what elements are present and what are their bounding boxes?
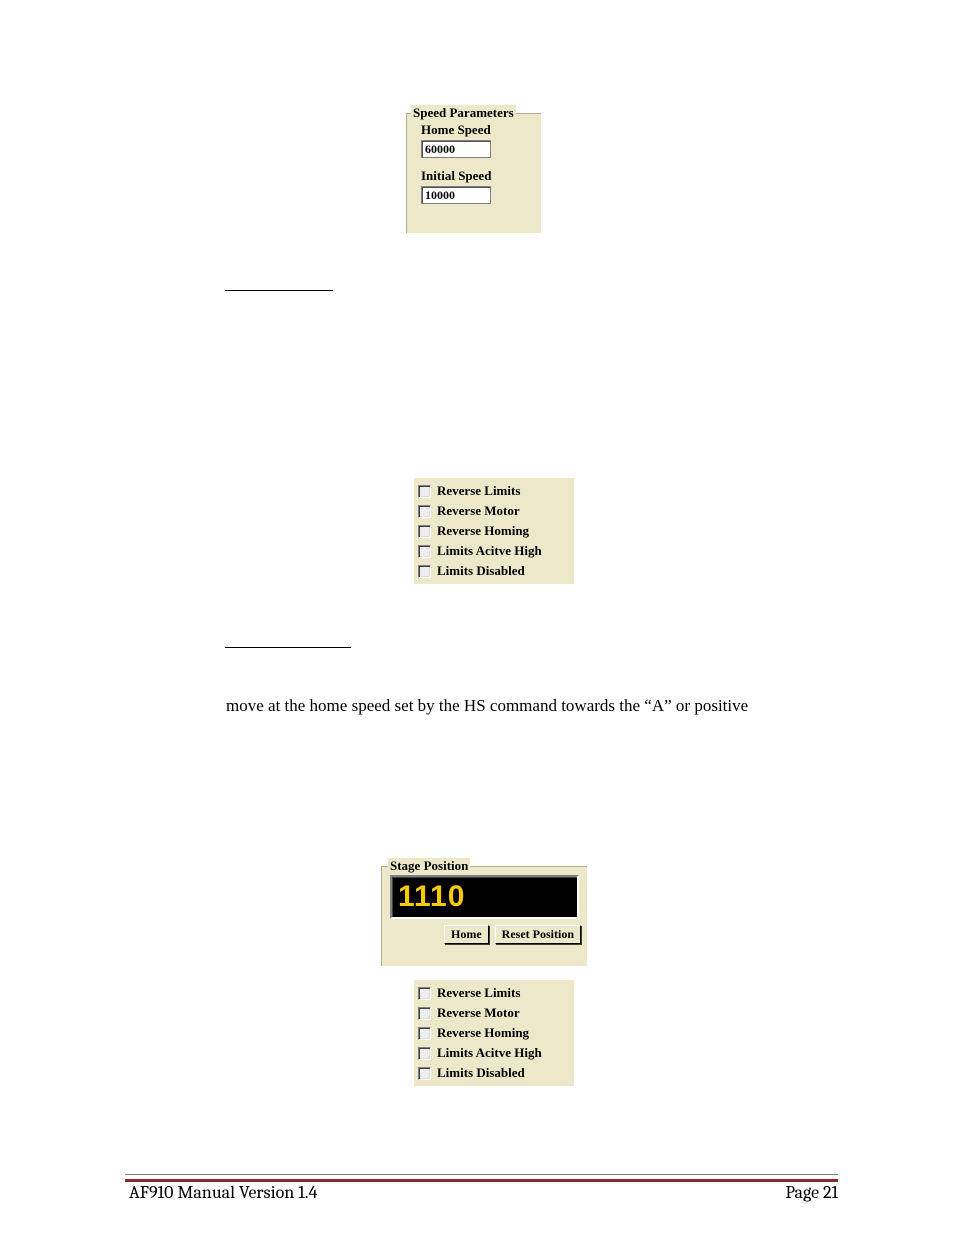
reverse-homing-checkbox-2-label: Reverse Homing bbox=[437, 1025, 529, 1041]
reset-position-button[interactable]: Reset Position bbox=[495, 925, 581, 944]
reverse-homing-checkbox-row: Reverse Homing bbox=[418, 521, 568, 541]
page-footer: AF910 Manual Version 1.4 Page 21 bbox=[129, 1182, 838, 1203]
limits-disabled-checkbox-label: Limits Disabled bbox=[437, 563, 525, 579]
limits-disabled-checkbox-2-row: Limits Disabled bbox=[418, 1063, 568, 1083]
reverse-limits-checkbox-label: Reverse Limits bbox=[437, 483, 520, 499]
motor-options-panel-2: Reverse Limits Reverse Motor Reverse Homin… bbox=[414, 980, 574, 1086]
limits-disabled-checkbox[interactable] bbox=[418, 565, 431, 578]
limits-active-high-checkbox-2[interactable] bbox=[418, 1047, 431, 1060]
stage-position-buttons: Home Reset Position bbox=[382, 923, 587, 950]
page: Speed Parameters Home Speed Initial Speed… bbox=[0, 0, 954, 1235]
body-text-line: move at the home speed set by the HS com… bbox=[226, 696, 748, 716]
home-speed-input[interactable] bbox=[421, 140, 491, 158]
limits-active-high-checkbox-2-row: Limits Acitve High bbox=[418, 1043, 568, 1063]
home-button[interactable]: Home bbox=[444, 925, 489, 944]
stage-position-legend: Stage Position bbox=[388, 858, 470, 874]
footer-right: Page 21 bbox=[785, 1182, 838, 1203]
reverse-homing-checkbox-2-row: Reverse Homing bbox=[418, 1023, 568, 1043]
reverse-motor-checkbox-2-row: Reverse Motor bbox=[418, 1003, 568, 1023]
limits-disabled-checkbox-2-label: Limits Disabled bbox=[437, 1065, 525, 1081]
stage-position-panel: Stage Position 1110 Home Reset Position bbox=[381, 866, 587, 966]
home-speed-label: Home Speed bbox=[421, 122, 541, 138]
reverse-motor-checkbox-row: Reverse Motor bbox=[418, 501, 568, 521]
reverse-homing-checkbox-2[interactable] bbox=[418, 1027, 431, 1040]
limits-active-high-checkbox-row: Limits Acitve High bbox=[418, 541, 568, 561]
limits-active-high-checkbox[interactable] bbox=[418, 545, 431, 558]
reverse-motor-checkbox-label: Reverse Motor bbox=[437, 503, 520, 519]
stage-position-display: 1110 bbox=[394, 879, 575, 915]
reverse-homing-checkbox[interactable] bbox=[418, 525, 431, 538]
reverse-homing-checkbox-label: Reverse Homing bbox=[437, 523, 529, 539]
reverse-limits-checkbox-2[interactable] bbox=[418, 987, 431, 1000]
motor-options-panel-1: Reverse Limits Reverse Motor Reverse Homin… bbox=[414, 478, 574, 584]
limits-disabled-checkbox-2[interactable] bbox=[418, 1067, 431, 1080]
footer-rule bbox=[125, 1174, 838, 1182]
reverse-limits-checkbox-2-row: Reverse Limits bbox=[418, 983, 568, 1003]
section-divider-2 bbox=[225, 647, 351, 648]
initial-speed-label: Initial Speed bbox=[421, 168, 541, 184]
reverse-limits-checkbox-row: Reverse Limits bbox=[418, 481, 568, 501]
limits-active-high-checkbox-label: Limits Acitve High bbox=[437, 543, 542, 559]
reverse-motor-checkbox-2[interactable] bbox=[418, 1007, 431, 1020]
reverse-motor-checkbox[interactable] bbox=[418, 505, 431, 518]
reverse-limits-checkbox-2-label: Reverse Limits bbox=[437, 985, 520, 1001]
speed-parameters-panel: Speed Parameters Home SpeedInitial Speed bbox=[406, 113, 541, 233]
reverse-limits-checkbox[interactable] bbox=[418, 485, 431, 498]
stage-position-display-frame: 1110 bbox=[390, 875, 579, 919]
initial-speed-input[interactable] bbox=[421, 186, 491, 204]
reverse-motor-checkbox-2-label: Reverse Motor bbox=[437, 1005, 520, 1021]
speed-parameters-legend: Speed Parameters bbox=[411, 105, 516, 121]
footer-left: AF910 Manual Version 1.4 bbox=[129, 1182, 317, 1203]
limits-disabled-checkbox-row: Limits Disabled bbox=[418, 561, 568, 581]
section-divider-1 bbox=[225, 290, 333, 291]
limits-active-high-checkbox-2-label: Limits Acitve High bbox=[437, 1045, 542, 1061]
